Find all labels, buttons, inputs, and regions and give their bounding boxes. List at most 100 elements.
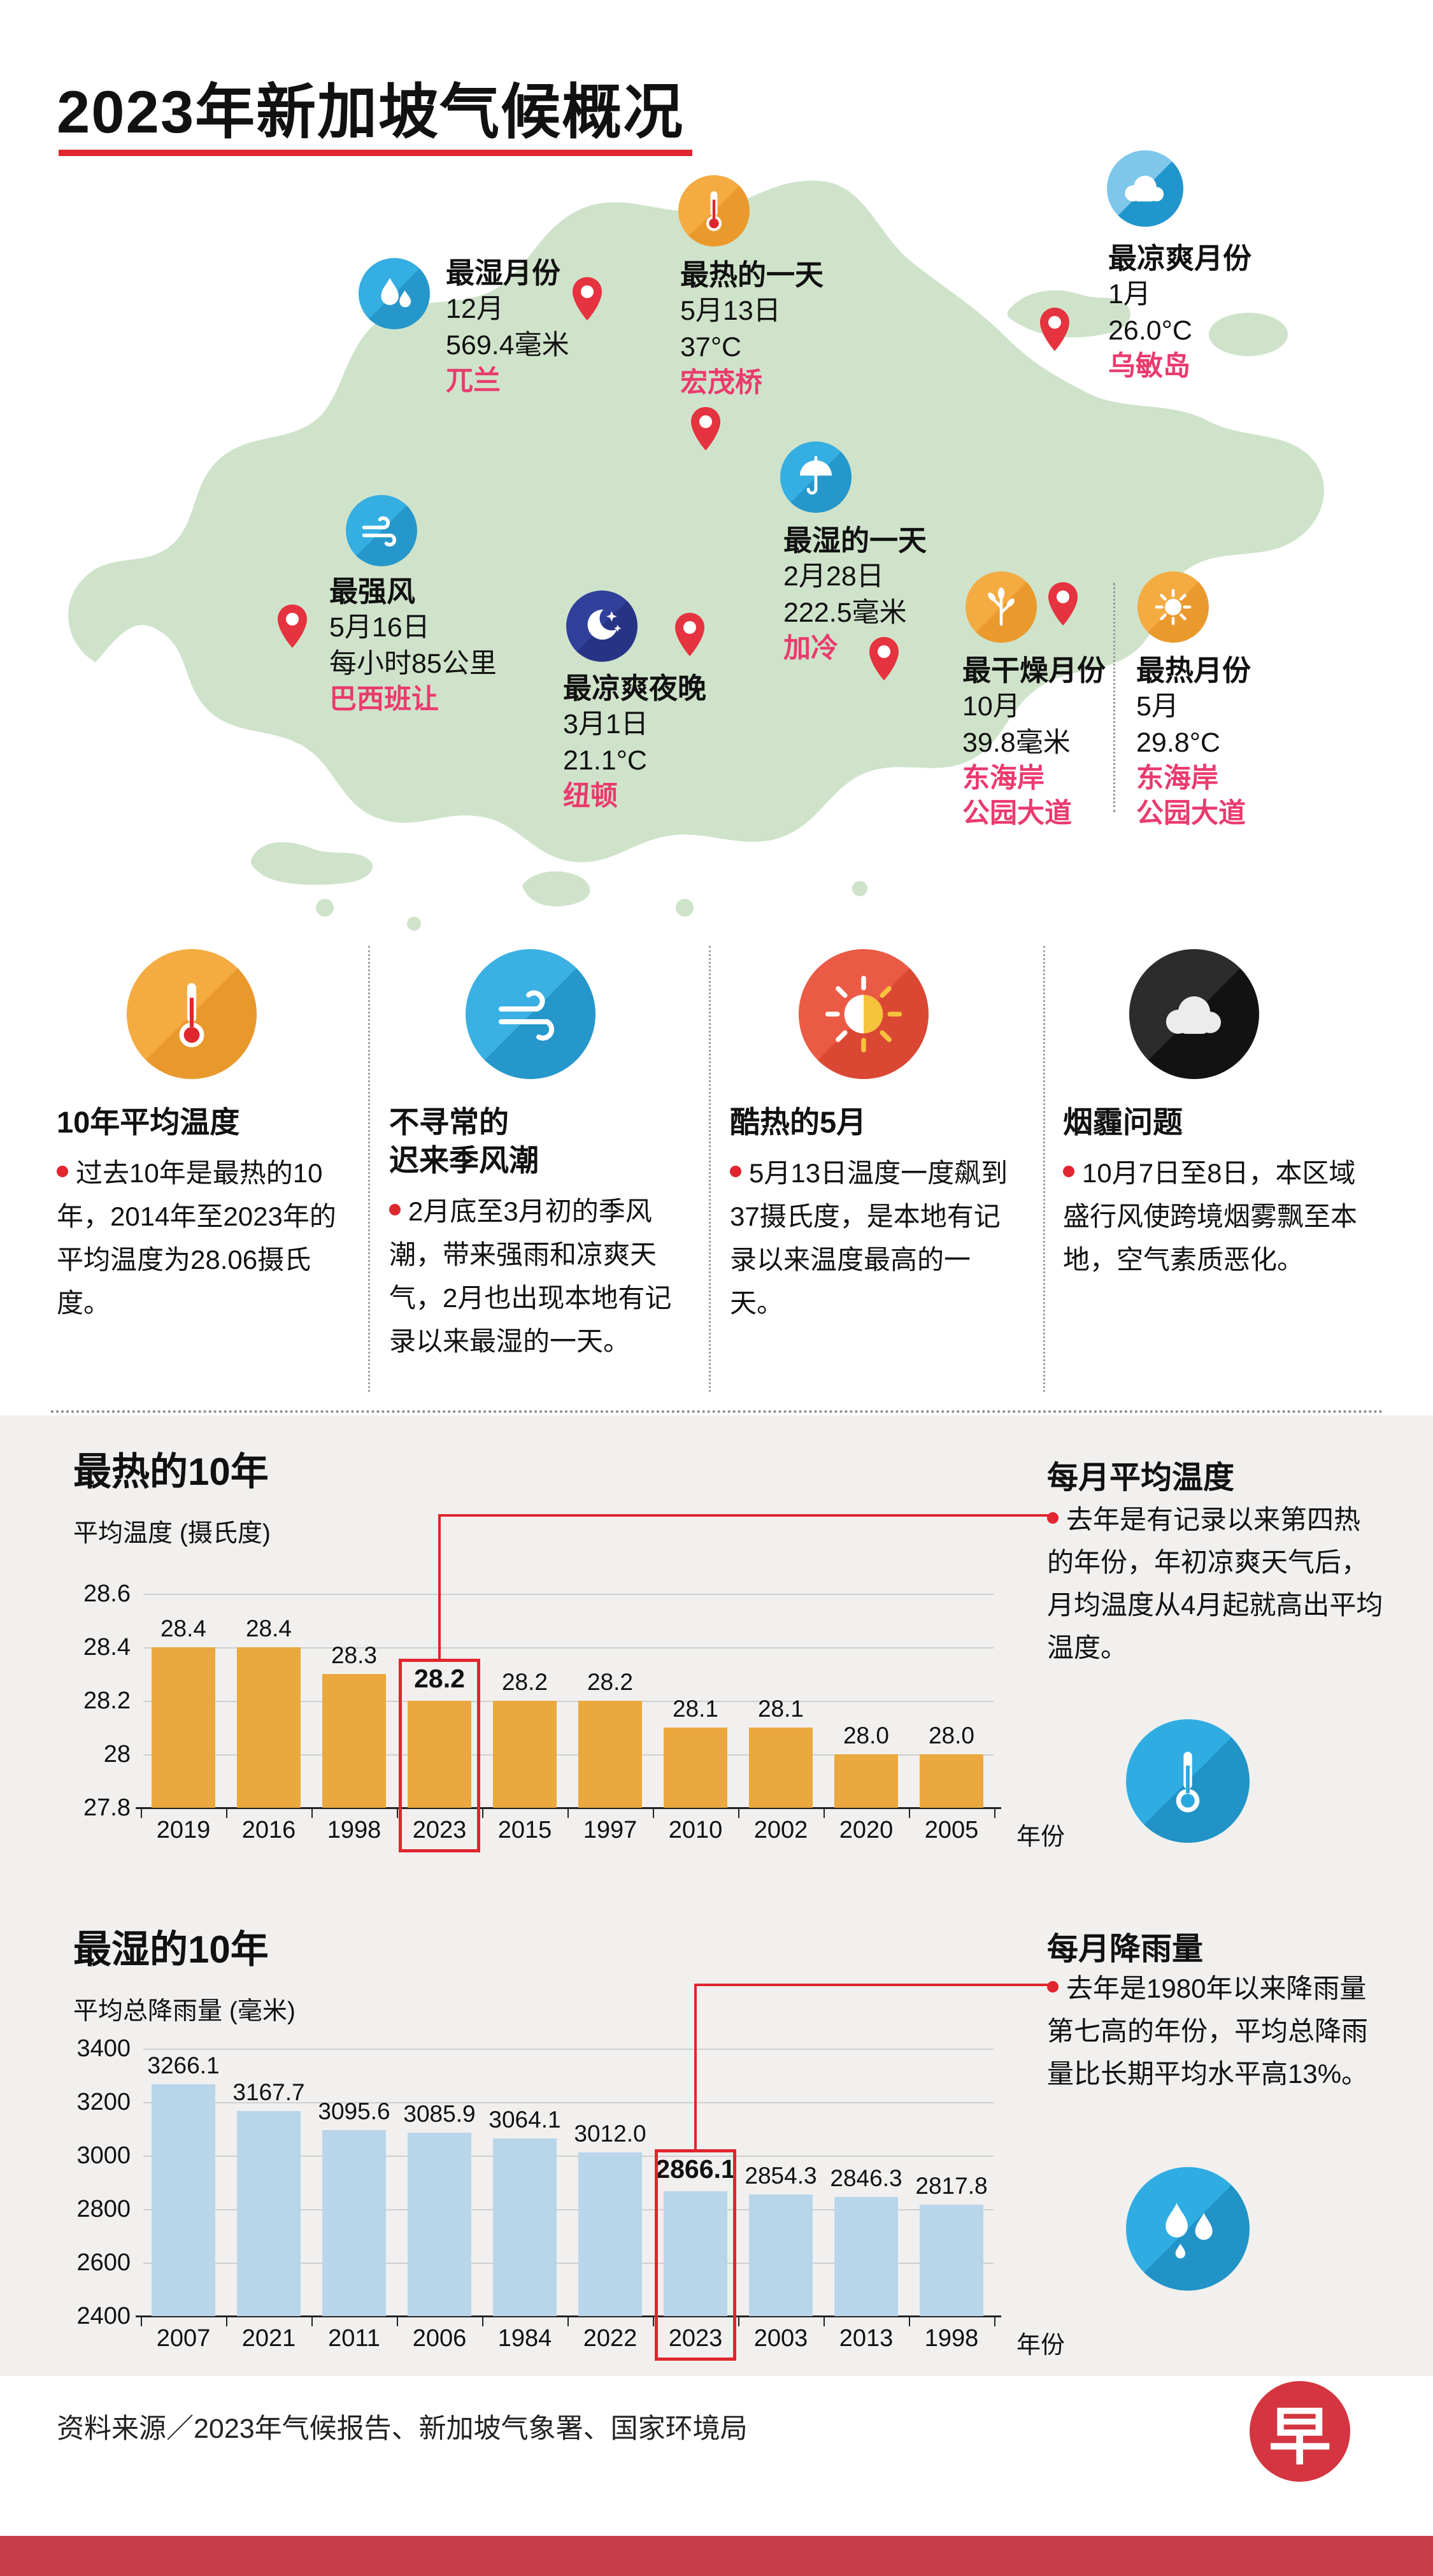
note-heading: 最凉爽月份: [1108, 242, 1252, 275]
x-category-label: 2020: [839, 1817, 894, 1843]
x-tick-mark: [567, 2316, 569, 2326]
singapore-map-shape: [68, 180, 1325, 931]
x-category-label: 2003: [753, 2325, 808, 2352]
location-pin-icon: [691, 407, 720, 450]
x-category-label: 2016: [241, 1817, 296, 1843]
gridline: [143, 1594, 994, 1595]
bullet-icon: [389, 1204, 401, 1215]
highlight-heading: 不寻常的 迟来季风潮: [389, 1105, 539, 1177]
bullet-icon: [57, 1166, 68, 1177]
bullet-icon: [730, 1166, 741, 1177]
location-pin-icon: [1048, 582, 1078, 626]
note-location: 宏茂桥: [680, 368, 762, 398]
map-note-hottest-day: 最热的一天 5月13日 37°C 宏茂桥: [680, 257, 823, 401]
bar-value-label: 28.3: [331, 1642, 377, 1668]
y-tick-label: 28.4: [83, 1634, 131, 1661]
highlight-text: 5月13日温度一度飙到37摄氏度，是本地有记录以来温度最高的一天。: [730, 1158, 1008, 1318]
y-tick-label: 28: [103, 1741, 131, 1768]
x-tick-mark: [141, 1808, 142, 1818]
source-credit: 资料来源／2023年气候报告、新加坡气象署、国家环境局: [57, 2414, 748, 2444]
note-heading: 最热月份: [1136, 654, 1251, 687]
umbrella-rain-icon: [780, 441, 852, 513]
note-line: 3月1日: [563, 709, 648, 740]
bar-value-label: 3085.9: [403, 2100, 476, 2127]
chart-x-axis-label: 年份: [1016, 1824, 1066, 1850]
bar-value-label: 28.4: [245, 1615, 292, 1642]
highlight-text: 10月7日至8日，本区域盛行风使跨境烟雾飘至本地，空气素质恶化。: [1063, 1158, 1358, 1275]
highlight-connector: [695, 1984, 1051, 1986]
bar-value-label: 3266.1: [147, 2052, 220, 2079]
x-tick-mark: [141, 2316, 142, 2326]
bar-1998: [322, 1674, 386, 1808]
y-tick-label: 27.8: [83, 1794, 131, 1821]
highlight-hot-may: 酷热的5月 5月13日温度一度飙到37摄氏度，是本地有记录以来温度最高的一天。: [730, 1103, 1018, 1325]
side-note-heading: 每月降雨量: [1047, 1932, 1204, 1966]
side-note-heading: 每月平均温度: [1047, 1461, 1235, 1495]
bar-value-label: 28.0: [843, 1722, 889, 1749]
bar-value-label: 2866.1: [655, 2154, 736, 2184]
x-tick-mark: [311, 2316, 313, 2326]
y-tick-label: 3200: [76, 2089, 131, 2115]
chart-y-axis-label: 平均温度 (摄氏度): [73, 1520, 271, 1547]
note-line: 5月13日: [680, 296, 781, 326]
note-heading: 最湿的一天: [783, 524, 927, 557]
x-category-label: 2022: [583, 2325, 638, 2352]
note-line: 26.0°C: [1108, 315, 1192, 346]
highlight-text: 过去10年是最热的10年，2014年至2023年的平均温度为28.06摄氏度。: [57, 1158, 336, 1318]
x-tick-mark: [653, 2316, 654, 2326]
page-title: 2023年新加坡气候概况: [57, 78, 685, 145]
chart-plot-area: 3400 3200 3000 2800 2600 2400 3266.1 2007 3167.7…: [0, 1898, 1433, 2376]
x-tick-mark: [397, 1808, 398, 1818]
gridline: [143, 1701, 994, 1702]
x-category-label: 2002: [753, 1817, 808, 1843]
zaobao-logo-glyph: 早: [1268, 2403, 1331, 2472]
zaobao-logo: 早: [1250, 2381, 1350, 2482]
gridline: [143, 1754, 994, 1756]
bar-value-label: 28.0: [928, 1722, 974, 1749]
highlight-connector: [694, 1984, 697, 2150]
x-tick-mark: [311, 1808, 313, 1818]
x-tick-mark: [482, 1808, 483, 1818]
water-drops-icon: [359, 258, 430, 329]
map-note-wettest-day: 最湿的一天 2月28日 222.5毫米 加冷: [783, 522, 927, 666]
hottest-years-chart: 最热的10年 平均温度 (摄氏度) 28.6 28.4 28.2 28 27.8 28.4…: [0, 1420, 1433, 1898]
note-line: 21.1°C: [563, 745, 647, 776]
wind-icon: [346, 495, 417, 566]
bar-1998: [920, 2204, 983, 2316]
note-line: 222.5毫米: [783, 597, 907, 628]
x-category-label: 2010: [668, 1817, 723, 1843]
dotted-divider: [51, 1410, 1383, 1413]
x-category-label: 2005: [924, 1817, 979, 1843]
bar-2023: [408, 1701, 471, 1808]
title-underline: [59, 150, 692, 156]
thermometer-icon: [127, 949, 257, 1079]
location-pin-icon: [573, 277, 602, 320]
x-tick-mark: [482, 2316, 483, 2326]
note-line: 39.8毫米: [962, 727, 1071, 758]
highlight-box: [655, 2149, 736, 2361]
bar-2011: [322, 2129, 386, 2316]
side-note-text: 去年是1980年以来降雨量第七高的年份，平均总降雨量比长期平均水平高13%。: [1047, 1973, 1369, 2089]
x-tick-mark: [226, 2316, 227, 2326]
bar-2023: [664, 2191, 727, 2316]
x-category-label: 2015: [497, 1817, 552, 1843]
gridline: [143, 2209, 994, 2210]
x-tick-mark: [909, 2316, 910, 2326]
map-note-hottest-month: 最热月份 5月 29.8°C 东海岸 公园大道: [1136, 652, 1251, 831]
bar-2005: [920, 1754, 983, 1808]
note-location: 东海岸 公园大道: [962, 763, 1072, 829]
note-location: 乌敏岛: [1108, 351, 1190, 382]
map-note-coolest-night: 最凉爽夜晚 3月1日 21.1°C 纽顿: [563, 670, 706, 814]
x-category-label: 1998: [924, 2325, 979, 2352]
bar-2007: [152, 2084, 215, 2316]
highlight-box: [399, 1659, 480, 1852]
dotted-divider: [368, 946, 370, 1392]
x-category-label: 1997: [583, 1817, 638, 1843]
bar-1984: [493, 2138, 557, 2316]
location-pin-icon: [1040, 308, 1069, 351]
y-tick-label: 3000: [76, 2142, 131, 2169]
map-note-wettest-month: 最湿月份 12月 569.4毫米 兀兰: [446, 255, 569, 399]
x-category-label: 2013: [839, 2325, 894, 2352]
note-location: 纽顿: [563, 781, 618, 812]
bar-2020: [834, 1754, 898, 1808]
